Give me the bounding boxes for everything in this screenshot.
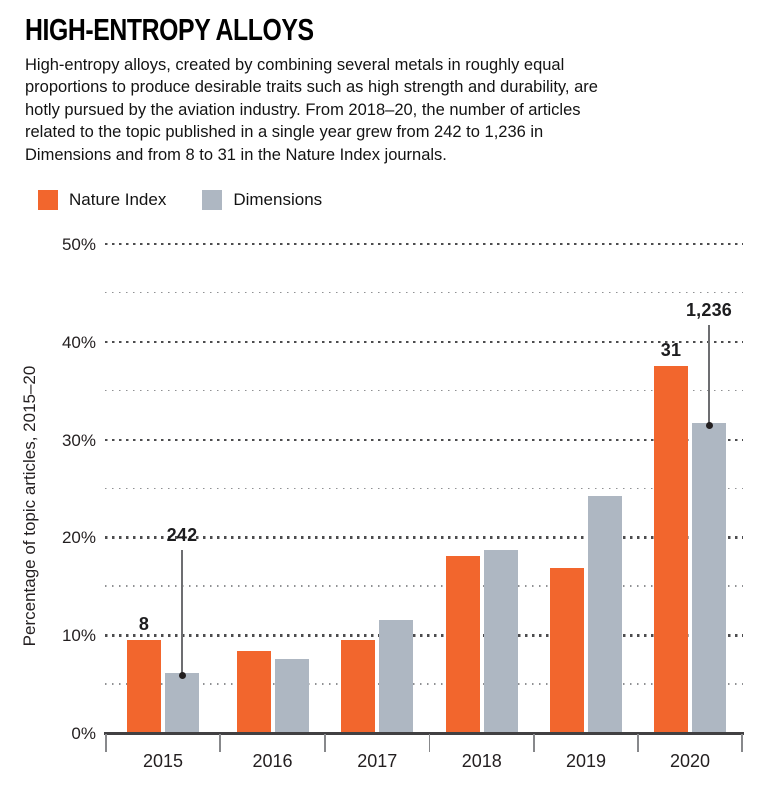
y-tick-label-30pct: 30% [61,430,96,450]
gridline-30pct [105,438,743,441]
description-line: High-entropy alloys, created by combinin… [25,56,565,74]
x-axis-tick [105,734,107,752]
bar-count-label-2015-1: 242 [166,525,198,546]
callout-dot-2015 [178,672,186,680]
x-axis-tick [219,734,221,752]
bar-count-label-2020-0: 31 [660,340,682,361]
x-tick-label-2018: 2018 [461,751,502,771]
description-line: related to the topic published in a sing… [25,123,544,142]
bar-nature-index-2018 [445,555,480,733]
x-axis-tick [428,734,431,752]
bar-dimensions-2018 [483,550,518,733]
legend: Nature Index Dimensions [38,190,358,210]
description: High-entropy alloys, created by combinin… [25,54,755,166]
gridline-35pct [105,389,743,392]
x-axis-tick [637,734,639,752]
bar-nature-index-2020 [654,366,688,733]
legend-item-dimensions: Dimensions [202,190,322,210]
x-axis-tick [324,734,326,752]
x-tick-label-2016: 2016 [252,751,293,771]
y-tick-label-20pct: 20% [61,528,96,548]
legend-label-nature-index: Nature Index [69,190,167,209]
callout-line-2020 [708,325,710,426]
bar-nature-index-2017 [341,640,376,733]
gridline-50pct [105,243,743,246]
gridline-10pct [105,634,743,637]
x-tick-label-2019: 2019 [565,751,607,771]
callout-line-2015 [181,550,183,677]
bar-count-label-2015-0: 8 [138,614,150,635]
y-tick-label-50pct: 50% [61,235,96,254]
bar-nature-index-2019 [550,567,584,733]
x-tick-label-2015: 2015 [142,751,184,771]
x-axis-tick [533,734,535,752]
legend-label-dimensions: Dimensions [233,190,323,209]
y-tick-label-10pct: 10% [61,626,96,646]
x-axis-tick [741,734,743,752]
orange-square-swatch-icon [38,190,58,210]
bar-dimensions-2020 [692,422,726,733]
gridline-20pct [105,536,743,539]
bar-dimensions-2015 [165,673,199,733]
bar-dimensions-2016 [274,658,309,733]
page-title: HIGH-ENTROPY ALLOYS [25,12,314,47]
bar-dimensions-2019 [588,496,622,733]
y-tick-label-40pct: 40% [61,332,96,352]
bar-dimensions-2017 [379,619,414,733]
x-tick-label-2017: 2017 [357,751,398,771]
description-line: hotly pursued by the aviation industry. … [25,100,581,119]
y-tick-label-0pct: 0% [71,724,96,743]
bar-nature-index-2016 [236,650,271,733]
gridline-40pct [105,340,743,344]
bar-count-label-2020-1: 1,236 [685,300,733,321]
description-line: proportions to produce desirable traits … [25,78,598,97]
x-tick-label-2020: 2020 [669,751,711,771]
gridline-45pct [105,291,743,294]
gridline-25pct [105,487,743,490]
gridline-15pct [105,585,743,587]
gridline-5pct [105,683,743,685]
callout-dot-2020 [705,421,713,429]
legend-item-nature-index: Nature Index [38,190,166,210]
x-axis-line [104,732,744,735]
bar-nature-index-2015 [127,640,161,733]
gray-square-swatch-icon [202,190,223,210]
description-line: Dimensions and from 8 to 31 in the Natur… [25,145,447,164]
